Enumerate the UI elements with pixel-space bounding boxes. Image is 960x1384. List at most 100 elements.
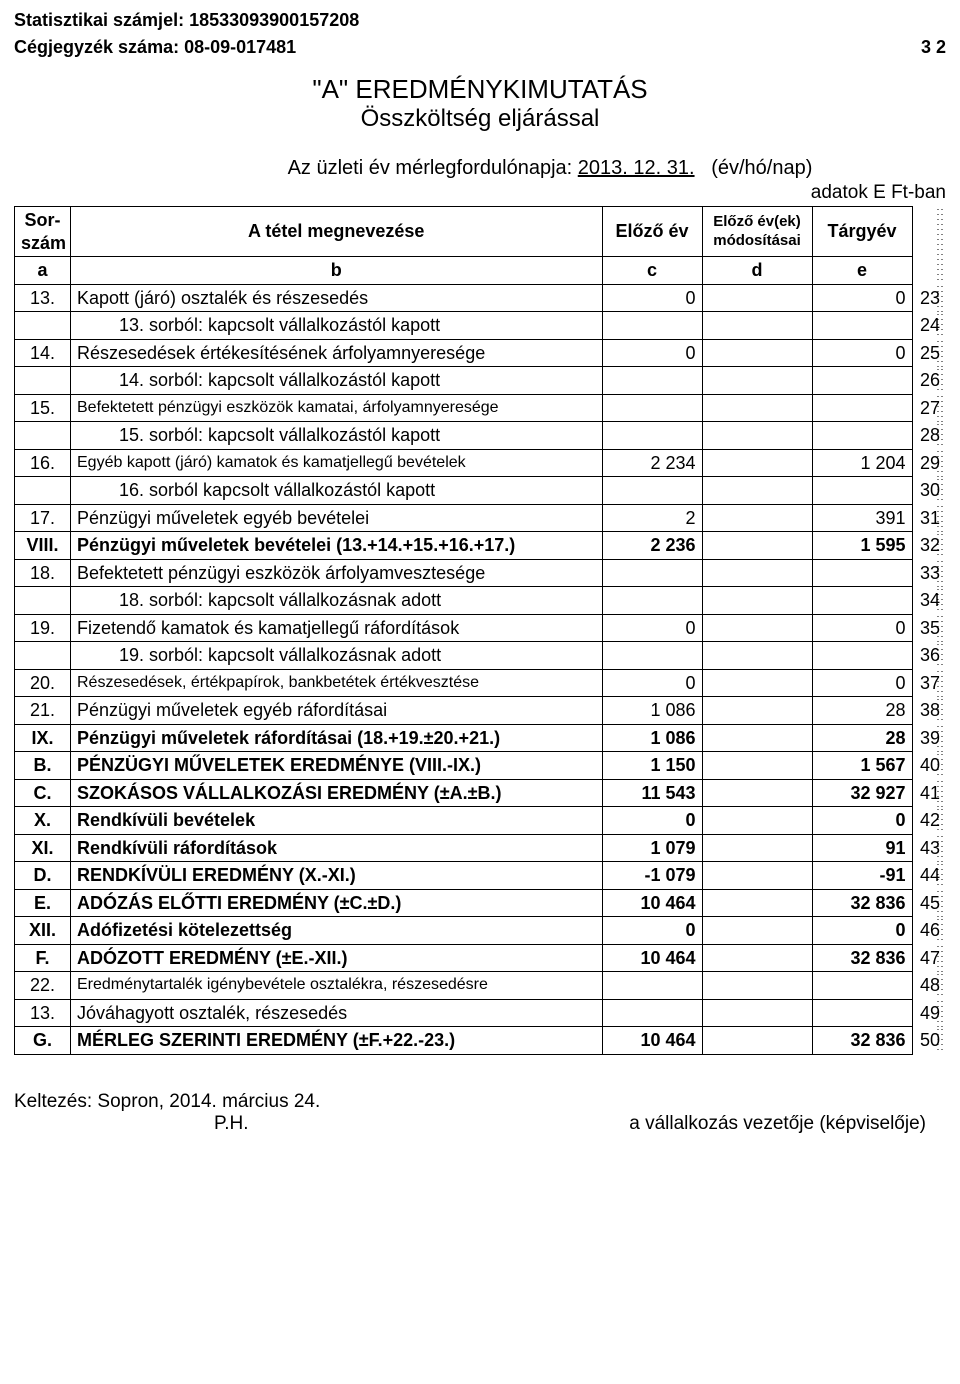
cell-name: ADÓZÁS ELŐTTI EREDMÉNY (±C.±D.)	[71, 889, 603, 917]
cell-mod	[702, 339, 812, 367]
cell-prev	[602, 477, 702, 505]
cell-prev	[602, 587, 702, 615]
th-targy: Tárgyév	[812, 207, 912, 257]
table-row: XI.Rendkívüli ráfordítások1 0799143	[15, 834, 947, 862]
cell-mod	[702, 752, 812, 780]
cell-name: 13. sorból: kapcsolt vállalkozástól kapo…	[71, 312, 603, 340]
cell-n: D.	[15, 862, 71, 890]
table-row: C.SZOKÁSOS VÁLLALKOZÁSI EREDMÉNY (±A.±B.…	[15, 779, 947, 807]
cell-name: Részesedések értékesítésének árfolyamnye…	[71, 339, 603, 367]
cell-n	[15, 312, 71, 340]
cell-targy	[812, 422, 912, 450]
cell-targy	[812, 312, 912, 340]
th-sor: Sor-szám	[15, 207, 71, 257]
table-row: 22.Eredménytartalék igénybevétele osztal…	[15, 972, 947, 1000]
th-prev: Előző év	[602, 207, 702, 257]
cell-side: 41	[912, 779, 946, 807]
cell-name: Befektetett pénzügyi eszközök árfolyamve…	[71, 559, 603, 587]
cell-name: 19. sorból: kapcsolt vállalkozásnak adot…	[71, 642, 603, 670]
cell-mod	[702, 367, 812, 395]
th-name: A tétel megnevezése	[71, 207, 603, 257]
th-side	[912, 207, 946, 257]
cell-mod	[702, 807, 812, 835]
table-row: 15.Befektetett pénzügyi eszközök kamatai…	[15, 394, 947, 422]
cell-side: 34	[912, 587, 946, 615]
cell-n: G.	[15, 1027, 71, 1055]
cell-side: 28	[912, 422, 946, 450]
cell-prev	[602, 559, 702, 587]
cell-name: Befektetett pénzügyi eszközök kamatai, á…	[71, 394, 603, 422]
reg-number: Cégjegyzék száma: 08-09-017481	[14, 37, 296, 58]
cell-name: MÉRLEG SZERINTI EREDMÉNY (±F.+22.-23.)	[71, 1027, 603, 1055]
cell-n: 13.	[15, 284, 71, 312]
cell-name: PÉNZÜGYI MŰVELETEK EREDMÉNYE (VIII.-IX.)	[71, 752, 603, 780]
cell-name: 14. sorból: kapcsolt vállalkozástól kapo…	[71, 367, 603, 395]
doc-title: "A" EREDMÉNYKIMUTATÁS	[14, 74, 946, 105]
cell-side: 24	[912, 312, 946, 340]
cell-n: 20.	[15, 669, 71, 697]
cell-side: 39	[912, 724, 946, 752]
cell-side: 33	[912, 559, 946, 587]
cell-mod	[702, 614, 812, 642]
cell-targy	[812, 642, 912, 670]
cell-prev: 10 464	[602, 1027, 702, 1055]
cell-n: 21.	[15, 697, 71, 725]
cell-side: 23	[912, 284, 946, 312]
th-b: b	[71, 257, 603, 285]
cell-side: 38	[912, 697, 946, 725]
cell-prev: 1 079	[602, 834, 702, 862]
table-row: 13.Jóváhagyott osztalék, részesedés49	[15, 999, 947, 1027]
table-row: 20.Részesedések, értékpapírok, bankbetét…	[15, 669, 947, 697]
cell-name: Pénzügyi műveletek bevételei (13.+14.+15…	[71, 532, 603, 560]
cell-mod	[702, 422, 812, 450]
cell-name: ADÓZOTT EREDMÉNY (±E.-XII.)	[71, 944, 603, 972]
cell-targy: 0	[812, 339, 912, 367]
table-row: 16. sorból kapcsolt vállalkozástól kapot…	[15, 477, 947, 505]
cell-n: 13.	[15, 999, 71, 1027]
cell-mod	[702, 889, 812, 917]
cell-side: 35	[912, 614, 946, 642]
cell-prev: 10 464	[602, 889, 702, 917]
cell-targy	[812, 477, 912, 505]
cell-mod	[702, 779, 812, 807]
cell-side: 29	[912, 449, 946, 477]
cell-side: 46	[912, 917, 946, 945]
footer-ph: P.H.	[14, 1113, 249, 1135]
cell-name: Egyéb kapott (járó) kamatok és kamatjell…	[71, 449, 603, 477]
cell-targy	[812, 587, 912, 615]
cell-n	[15, 367, 71, 395]
cell-prev: 0	[602, 807, 702, 835]
cell-n: XII.	[15, 917, 71, 945]
cell-name: Pénzügyi műveletek ráfordításai (18.+19.…	[71, 724, 603, 752]
cell-targy: 1 567	[812, 752, 912, 780]
cell-name: 15. sorból: kapcsolt vállalkozástól kapo…	[71, 422, 603, 450]
cell-targy: 28	[812, 724, 912, 752]
cell-mod	[702, 642, 812, 670]
table-row: 14.Részesedések értékesítésének árfolyam…	[15, 339, 947, 367]
cell-mod	[702, 972, 812, 1000]
cell-mod	[702, 284, 812, 312]
cell-side: 27	[912, 394, 946, 422]
cell-side: 25	[912, 339, 946, 367]
cell-side: 45	[912, 889, 946, 917]
cell-prev: 1 086	[602, 724, 702, 752]
page-number: 3 2	[921, 37, 946, 58]
cell-prev: 0	[602, 339, 702, 367]
table-row: 18. sorból: kapcsolt vállalkozásnak adot…	[15, 587, 947, 615]
doc-subtitle: Összköltség eljárással	[14, 105, 946, 133]
table-row: 18.Befektetett pénzügyi eszközök árfolya…	[15, 559, 947, 587]
table-row: 14. sorból: kapcsolt vállalkozástól kapo…	[15, 367, 947, 395]
th-side2	[912, 257, 946, 285]
meta-label: Az üzleti év mérlegfordulónapja:	[288, 157, 573, 179]
table-row: D.RENDKÍVÜLI EREDMÉNY (X.-XI.)-1 079-914…	[15, 862, 947, 890]
cell-targy	[812, 999, 912, 1027]
table-row: 16.Egyéb kapott (járó) kamatok és kamatj…	[15, 449, 947, 477]
cell-name: Pénzügyi műveletek egyéb bevételei	[71, 504, 603, 532]
cell-n	[15, 477, 71, 505]
table-row: 17.Pénzügyi műveletek egyéb bevételei239…	[15, 504, 947, 532]
cell-n: XI.	[15, 834, 71, 862]
cell-targy: 28	[812, 697, 912, 725]
cell-side: 30	[912, 477, 946, 505]
cell-n: 14.	[15, 339, 71, 367]
cell-prev: 1 086	[602, 697, 702, 725]
